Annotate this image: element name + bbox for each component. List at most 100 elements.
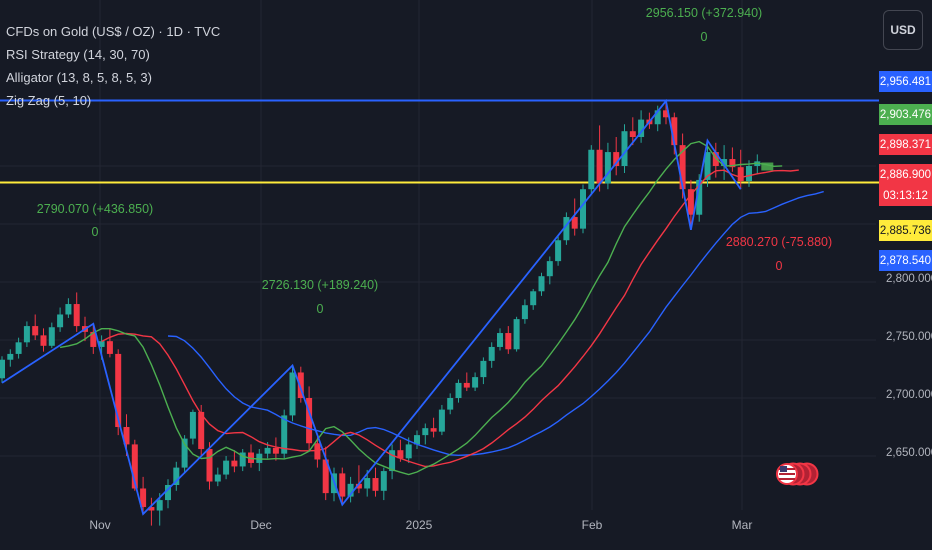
candle-body [663, 110, 669, 118]
candle-body [696, 179, 703, 215]
candle-body [272, 447, 279, 454]
candle-body [306, 398, 313, 444]
candle-body [32, 326, 39, 336]
candle-body [455, 382, 462, 398]
candle-body [73, 304, 80, 327]
candle-body [322, 459, 329, 494]
price-badge-jaw-line: 2,956.481 [879, 71, 932, 92]
candle-body [231, 460, 238, 467]
candle-body [289, 372, 296, 416]
indicator-rsi-strategy[interactable]: RSI Strategy (14, 30, 70) [6, 47, 150, 62]
candle-body [555, 240, 562, 262]
candle-body [314, 443, 321, 460]
candle-body [580, 189, 586, 229]
candle-body [223, 460, 230, 475]
candle-body [679, 145, 686, 190]
candle-body [497, 333, 503, 347]
zigzag-label-nov: 2726.130 (+189.240) [261, 278, 379, 292]
candle-body [148, 507, 155, 511]
chart-legend: CFDs on Gold (US$ / OZ) · 1D · TVC RSI S… [6, 20, 220, 112]
candle-body [596, 149, 603, 184]
zigzag-sub-oct: 0 [91, 225, 99, 239]
price-badge-jaw: 2,878.540 [879, 250, 932, 271]
candle-body [571, 217, 578, 229]
candle-body [140, 488, 147, 508]
price-badge-last: 2,886.900 [879, 164, 932, 185]
candle-body [165, 485, 171, 501]
x-tick-nov: Nov [89, 518, 111, 532]
candle-body [480, 360, 487, 378]
candle-body [704, 152, 711, 180]
alligator-lips-line [59, 140, 783, 476]
candle-body [23, 326, 30, 343]
candle-body [737, 167, 744, 182]
economic-events[interactable] [776, 456, 820, 492]
candle-body [463, 382, 470, 388]
candle-body [181, 438, 188, 468]
candle-body [447, 398, 454, 410]
candle-body [347, 483, 354, 497]
x-tick-2025: 2025 [405, 518, 433, 532]
candle-body [48, 327, 55, 346]
currency-button[interactable]: USD [883, 10, 923, 50]
candle-body [173, 467, 180, 485]
lips-projection-marker [761, 162, 774, 171]
y-tick-2650: 2,650.000 [886, 447, 932, 459]
candle-body [513, 319, 520, 350]
candle-body [746, 166, 752, 182]
candle-body [214, 474, 221, 482]
zigzag-label-oct: 2790.070 (+436.850) [36, 202, 154, 216]
y-tick-2700: 2,700.000 [886, 389, 932, 401]
candle-body [414, 435, 420, 445]
candle-body [613, 152, 620, 166]
candle-body [405, 444, 412, 459]
candle-body [189, 411, 196, 439]
candle-body [198, 411, 205, 450]
candle-body [538, 276, 545, 292]
candle-body [339, 473, 346, 497]
candle-body [131, 444, 138, 489]
candle-body [397, 450, 404, 459]
candle-body [281, 415, 288, 454]
zigzag-label-high: 2956.150 (+372.940) [645, 6, 763, 20]
price-badge-hline: 2,885.736 [879, 220, 932, 241]
candle-body [57, 314, 64, 328]
zigzag-line [1, 98, 742, 516]
candle-body [239, 452, 246, 467]
symbol-title: CFDs on Gold (US$ / OZ) · 1D · TVC [6, 24, 221, 39]
candle-body [372, 478, 379, 491]
zigzag-sub-nov: 0 [316, 302, 324, 316]
y-tick-2750: 2,750.000 [886, 331, 932, 343]
candle-body [364, 478, 371, 489]
x-tick-feb: Feb [581, 518, 603, 532]
candle-body [355, 483, 362, 489]
candle-body [671, 117, 678, 146]
candle-body [654, 110, 661, 125]
candle-body [380, 471, 387, 491]
indicator-zigzag[interactable]: Zig Zag (5, 10) [6, 93, 92, 108]
candle-body [687, 189, 694, 215]
zigzag-sub-high: 0 [700, 30, 708, 44]
indicator-alligator[interactable]: Alligator (13, 8, 5, 8, 5, 3) [6, 70, 152, 85]
price-badge-lips: 2,903.476 [879, 104, 932, 125]
alligator-jaw-line [167, 190, 824, 457]
candle-body [206, 449, 213, 482]
candle-body [604, 152, 611, 184]
candle-body [264, 447, 271, 454]
candle-body [588, 149, 595, 190]
candle-body [438, 409, 445, 432]
candle-body [297, 372, 304, 398]
candle-body [0, 359, 5, 379]
candle-body [505, 333, 512, 350]
y-tick-2800: 2,800.000 [886, 273, 932, 285]
candle-body [7, 353, 14, 360]
candle-body [430, 428, 437, 432]
candle-body [638, 119, 645, 137]
candle-body [389, 450, 396, 472]
candle-body [621, 131, 628, 166]
price-badge-teeth: 2,898.371 [879, 134, 932, 155]
bar-countdown: 03:13:12 [879, 185, 932, 206]
candle-body [546, 261, 553, 277]
candle-body [563, 217, 570, 241]
